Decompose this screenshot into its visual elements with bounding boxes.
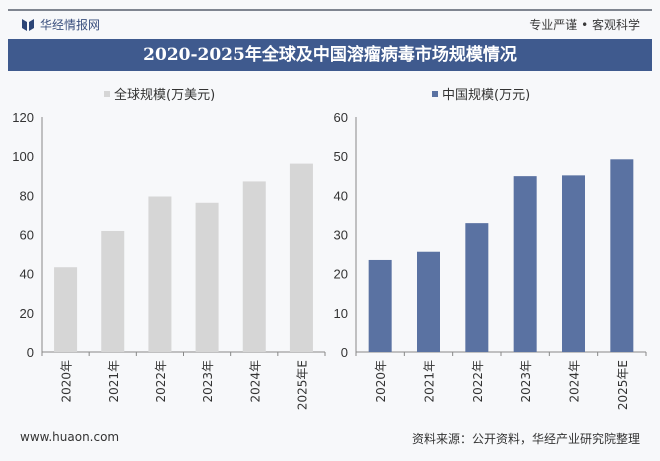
bar-global-2021年 xyxy=(101,230,125,352)
x-tick-label: 2024年 xyxy=(568,360,582,403)
legend-label-global: 全球规模(万美元) xyxy=(114,88,216,103)
y-tick-label: 60 xyxy=(20,228,34,243)
y-tick-label: 40 xyxy=(334,188,348,203)
y-tick-label: 100 xyxy=(12,149,34,164)
bar-china-2025年E xyxy=(610,159,634,352)
chart-title: 2020-2025年全球及中国溶瘤病毒市场规模情况 xyxy=(8,39,652,71)
x-tick-label: 2024年 xyxy=(248,360,262,403)
x-tick-label: 2023年 xyxy=(201,360,215,403)
x-tick-label: 2021年 xyxy=(423,360,437,403)
y-tick-label: 120 xyxy=(12,110,34,125)
y-tick-label: 60 xyxy=(334,110,348,125)
chart-global: 0 20 40 60 80 100 120 2020年 2021年 2022年 2023年 2024年… xyxy=(12,110,326,410)
footer-url: www.huaon.com xyxy=(20,430,120,444)
y-tick-label: 0 xyxy=(27,345,34,360)
bar-china-2024年 xyxy=(562,175,585,352)
x-tick-label: 2025年E xyxy=(295,360,309,410)
x-tick-label: 2020年 xyxy=(60,360,74,403)
bar-global-2022年 xyxy=(148,196,172,352)
x-tick-label: 2022年 xyxy=(154,360,168,403)
x-tick-label: 2020年 xyxy=(374,360,388,403)
footer-source: 资料来源：公开资料，华经产业研究院整理 xyxy=(411,432,640,446)
y-tick-label: 80 xyxy=(20,188,34,203)
bar-global-2023年 xyxy=(195,202,219,352)
slogan: 专业严谨 • 客观科学 xyxy=(529,18,640,32)
x-tick-label: 2021年 xyxy=(107,360,121,403)
bar-china-2023年 xyxy=(513,176,537,352)
bar-global-2025年E xyxy=(289,163,313,352)
y-tick-label: 50 xyxy=(334,149,348,164)
legend-swatch-china xyxy=(432,90,438,97)
legend-swatch-global xyxy=(104,90,110,97)
bar-china-2020年 xyxy=(368,259,392,352)
x-tick-label: 2023年 xyxy=(519,360,533,403)
y-tick-label: 0 xyxy=(341,345,348,360)
brand: 华经情报网 xyxy=(22,16,100,33)
y-tick-label: 10 xyxy=(334,306,348,321)
bar-china-2022年 xyxy=(465,223,489,352)
bar-global-2020年 xyxy=(54,267,78,352)
brand-name: 华经情报网 xyxy=(40,18,101,32)
x-tick-label: 2022年 xyxy=(471,360,485,403)
legend-china: 中国规模(万元) xyxy=(432,84,530,103)
bar-global-2024年 xyxy=(242,181,266,352)
bar-china-2021年 xyxy=(417,251,440,352)
y-tick-label: 20 xyxy=(334,267,348,282)
chart-china: 0 10 20 30 40 50 60 2020年 2021年 2022年 2023年 2024年 20… xyxy=(334,110,647,410)
y-tick-label: 40 xyxy=(20,267,34,282)
y-tick-label: 20 xyxy=(20,306,34,321)
x-tick-label: 2025年E xyxy=(616,360,630,410)
top-divider xyxy=(8,9,652,11)
legend-global: 全球规模(万美元) xyxy=(104,84,215,103)
y-tick-label: 30 xyxy=(334,228,348,243)
brand-logo-icon xyxy=(22,18,34,31)
legend-label-china: 中国规模(万元) xyxy=(442,88,531,103)
